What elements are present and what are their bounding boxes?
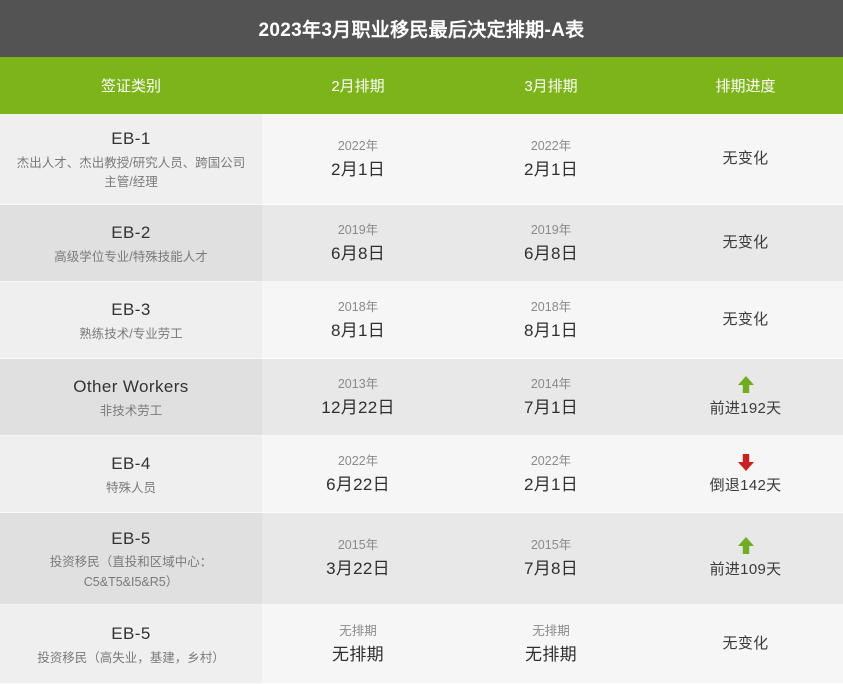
march-day: 无排期	[525, 644, 577, 664]
cell-progress: 无变化	[648, 205, 843, 282]
march-year: 2015年	[530, 538, 572, 553]
progress-label: 倒退142天	[709, 476, 782, 494]
cell-progress: 前进192天	[648, 359, 843, 436]
february-day: 2月1日	[330, 159, 386, 179]
column-header-march: 3月排期	[524, 78, 578, 95]
cell-march-date: 2014年 7月1日	[454, 359, 648, 436]
cell-visa-category: EB-1 杰出人才、杰出教授/研究人员、跨国公司主管/经理	[0, 114, 262, 205]
cell-march-date: 2022年 2月1日	[454, 114, 648, 205]
visa-category-description: 杰出人才、杰出教授/研究人员、跨国公司主管/经理	[16, 155, 246, 190]
february-year: 2022年	[337, 138, 379, 153]
february-year: 无排期	[339, 623, 377, 638]
cell-visa-category: EB-5 投资移民（高失业，基建，乡村）	[0, 605, 262, 684]
cell-progress: 无变化	[648, 114, 843, 205]
cell-progress: 无变化	[648, 282, 843, 359]
march-day: 2月1日	[523, 474, 579, 494]
march-year: 无排期	[532, 623, 570, 638]
cell-visa-category: Other Workers 非技术劳工	[0, 359, 262, 436]
cell-visa-category: EB-4 特殊人员	[0, 436, 262, 513]
february-year: 2022年	[337, 453, 379, 468]
cell-february-date: 2013年 12月22日	[262, 359, 454, 436]
cell-visa-category: EB-3 熟练技术/专业劳工	[0, 282, 262, 359]
cell-march-date: 2022年 2月1日	[454, 436, 648, 513]
february-day: 12月22日	[321, 397, 395, 417]
arrow-up-icon	[736, 375, 756, 395]
visa-category-description: 投资移民（高失业，基建，乡村）	[37, 650, 225, 665]
table-row: EB-5 投资移民（直投和区域中心：C5&T5&I5&R5） 2015年 3月22日 2…	[0, 513, 843, 605]
cell-march-date: 无排期 无排期	[454, 605, 648, 684]
february-day: 6月22日	[326, 474, 390, 494]
visa-category-code: EB-5	[111, 528, 151, 548]
cell-march-date: 2015年 7月8日	[454, 513, 648, 605]
cell-february-date: 2022年 6月22日	[262, 436, 454, 513]
visa-category-description: 投资移民（直投和区域中心：C5&T5&I5&R5）	[49, 555, 213, 589]
table-row: EB-1 杰出人才、杰出教授/研究人员、跨国公司主管/经理 2022年 2月1日 202…	[0, 114, 843, 205]
table-row: EB-3 熟练技术/专业劳工 2018年 8月1日 2018年 8月1日 无变化	[0, 282, 843, 359]
visa-category-description: 非技术劳工	[99, 403, 163, 418]
progress-label: 前进109天	[709, 561, 782, 579]
march-day: 8月1日	[523, 320, 579, 340]
cell-february-date: 2018年 8月1日	[262, 282, 454, 359]
arrow-up-icon	[736, 536, 756, 556]
cell-february-date: 2019年 6月8日	[262, 205, 454, 282]
progress-label: 无变化	[722, 234, 769, 252]
visa-category-code: EB-2	[111, 223, 151, 243]
column-header-february: 2月排期	[331, 78, 385, 95]
march-day: 6月8日	[523, 243, 579, 263]
table-row: EB-4 特殊人员 2022年 6月22日 2022年 2月1日 倒退142天	[0, 436, 843, 513]
february-day: 3月22日	[326, 559, 390, 579]
arrow-down-icon	[736, 452, 756, 472]
visa-category-code: EB-5	[111, 624, 151, 644]
cell-progress: 前进109天	[648, 513, 843, 605]
february-year: 2018年	[337, 299, 379, 314]
cell-visa-category: EB-5 投资移民（直投和区域中心：C5&T5&I5&R5）	[0, 513, 262, 605]
cell-march-date: 2018年 8月1日	[454, 282, 648, 359]
march-day: 7月1日	[523, 397, 579, 417]
table-body: EB-1 杰出人才、杰出教授/研究人员、跨国公司主管/经理 2022年 2月1日 202…	[0, 114, 843, 684]
february-day: 无排期	[332, 644, 384, 664]
progress-label: 无变化	[722, 311, 769, 329]
cell-visa-category: EB-2 高级学位专业/特殊技能人才	[0, 205, 262, 282]
column-header-progress: 排期进度	[715, 78, 776, 95]
visa-category-code: EB-1	[111, 129, 151, 149]
table-row: EB-5 投资移民（高失业，基建，乡村） 无排期 无排期 无排期 无排期 无变化	[0, 605, 843, 684]
february-day: 6月8日	[330, 243, 386, 263]
march-year: 2022年	[530, 453, 572, 468]
cell-february-date: 无排期 无排期	[262, 605, 454, 684]
march-year: 2014年	[530, 376, 572, 391]
visa-category-description: 特殊人员	[105, 480, 156, 495]
cell-february-date: 2015年 3月22日	[262, 513, 454, 605]
column-header-category: 签证类别	[100, 78, 161, 95]
march-day: 7月8日	[523, 559, 579, 579]
cell-february-date: 2022年 2月1日	[262, 114, 454, 205]
progress-label: 无变化	[722, 150, 769, 168]
march-day: 2月1日	[523, 159, 579, 179]
table-row: Other Workers 非技术劳工 2013年 12月22日 2014年 7月1日 前进…	[0, 359, 843, 436]
march-year: 2019年	[530, 222, 572, 237]
title-bar: 2023年3月职业移民最后决定排期-A表	[0, 0, 843, 57]
progress-label: 前进192天	[709, 399, 782, 417]
cell-progress: 无变化	[648, 605, 843, 684]
visa-category-code: Other Workers	[73, 377, 189, 397]
progress-label: 无变化	[722, 635, 769, 653]
page-title: 2023年3月职业移民最后决定排期-A表	[258, 20, 585, 41]
cell-progress: 倒退142天	[648, 436, 843, 513]
february-year: 2015年	[337, 538, 379, 553]
march-year: 2018年	[530, 299, 572, 314]
march-year: 2022年	[530, 138, 572, 153]
visa-category-code: EB-3	[111, 300, 151, 320]
cell-march-date: 2019年 6月8日	[454, 205, 648, 282]
table-column-header: 签证类别 2月排期 3月排期 排期进度	[0, 57, 843, 114]
visa-category-code: EB-4	[111, 454, 151, 474]
visa-category-description: 熟练技术/专业劳工	[79, 326, 183, 341]
february-year: 2019年	[337, 222, 379, 237]
february-year: 2013年	[337, 376, 379, 391]
table-row: EB-2 高级学位专业/特殊技能人才 2019年 6月8日 2019年 6月8日 无变化	[0, 205, 843, 282]
february-day: 8月1日	[330, 320, 386, 340]
visa-category-description: 高级学位专业/特殊技能人才	[54, 249, 208, 264]
